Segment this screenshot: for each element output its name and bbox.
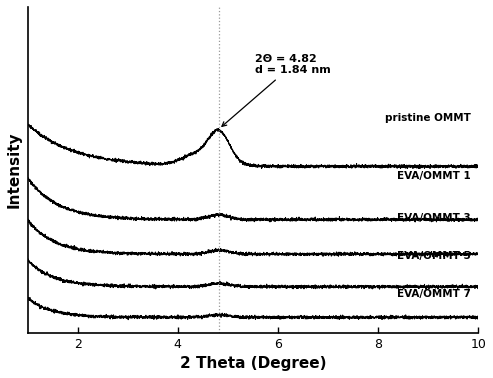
Text: EVA/OMMT 1: EVA/OMMT 1 (397, 170, 471, 181)
Text: EVA/OMMT 5: EVA/OMMT 5 (397, 251, 471, 261)
Text: EVA/OMMT 7: EVA/OMMT 7 (397, 289, 471, 299)
Text: pristine OMMT: pristine OMMT (385, 113, 471, 123)
Y-axis label: Intensity: Intensity (7, 132, 22, 208)
Text: 2Θ = 4.82
d = 1.84 nm: 2Θ = 4.82 d = 1.84 nm (222, 54, 331, 126)
X-axis label: 2 Theta (Degree): 2 Theta (Degree) (179, 356, 326, 371)
Text: EVA/OMMT 3: EVA/OMMT 3 (397, 213, 471, 223)
